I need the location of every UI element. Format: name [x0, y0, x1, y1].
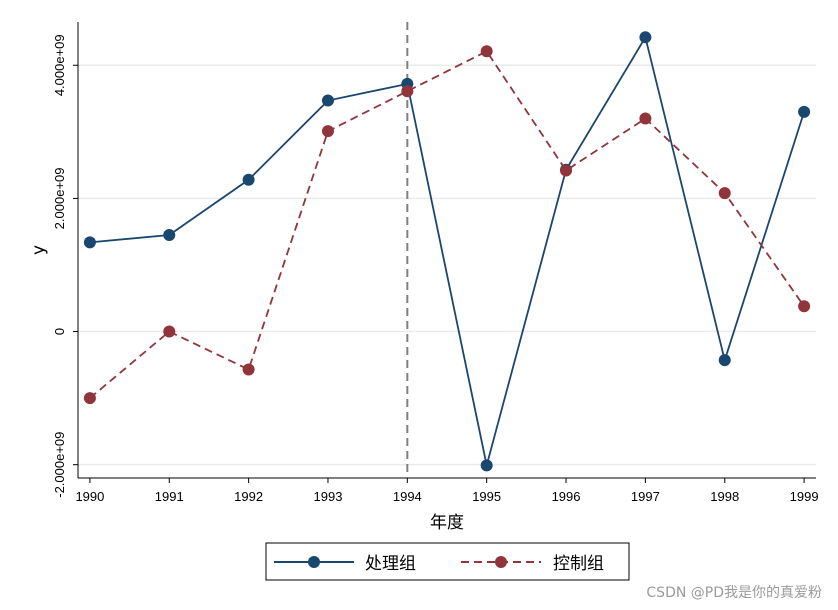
- x-tick-label: 1993: [314, 489, 343, 504]
- data-point-control: [242, 363, 255, 376]
- legend-label-treatment: 处理组: [365, 554, 416, 574]
- x-ticks: 1990 1991 1992 1993 1994 1995 1996 1997 1998 1999: [75, 478, 819, 504]
- data-point-treatment: [83, 236, 96, 249]
- y-tick-label: 4.000e+09: [52, 34, 67, 96]
- x-tick-label: 1995: [472, 489, 501, 504]
- y-axis-title: y: [29, 245, 49, 255]
- x-tick-label: 1997: [631, 489, 660, 504]
- x-tick-label: 1999: [790, 489, 819, 504]
- data-point-control: [560, 164, 573, 177]
- y-tick-label: 0: [52, 328, 67, 335]
- data-point-control: [798, 300, 811, 313]
- x-tick-label: 1990: [75, 489, 104, 504]
- y-ticks: -2.000e+09 0 2.000e+09 4.000e+09: [52, 34, 78, 498]
- x-axis-title: 年度: [430, 513, 464, 533]
- x-tick-label: 1996: [552, 489, 581, 504]
- legend: 处理组 控制组: [265, 542, 630, 581]
- data-point-control: [639, 112, 652, 125]
- data-point-treatment: [163, 229, 176, 242]
- data-point-control: [718, 187, 731, 200]
- legend-label-control: 控制组: [553, 554, 604, 574]
- legend-marker-treatment: [308, 556, 320, 568]
- x-tick-label: 1998: [710, 489, 739, 504]
- y-tick-label: -2.000e+09: [52, 432, 67, 498]
- data-point-treatment: [639, 31, 652, 44]
- x-tick-label: 1994: [393, 489, 422, 504]
- data-point-treatment: [480, 459, 493, 472]
- x-tick-label: 1991: [155, 489, 184, 504]
- series-layer: [83, 31, 811, 472]
- legend-marker-control: [495, 556, 507, 568]
- x-tick-label: 1992: [234, 489, 263, 504]
- data-point-treatment: [798, 105, 811, 118]
- data-point-treatment: [242, 173, 255, 186]
- data-point-treatment: [718, 354, 731, 367]
- watermark: CSDN @PD我是你的真爱粉: [646, 585, 822, 601]
- data-point-treatment: [321, 94, 334, 107]
- series-line-treatment: [89, 34, 805, 466]
- data-point-control: [321, 125, 334, 138]
- data-point-control: [83, 392, 96, 405]
- y-tick-label: 2.000e+09: [52, 167, 67, 229]
- gridlines: [78, 64, 816, 466]
- data-point-control: [401, 85, 414, 98]
- data-point-control: [480, 45, 493, 58]
- series-line-control: [89, 50, 805, 399]
- data-point-control: [163, 325, 176, 338]
